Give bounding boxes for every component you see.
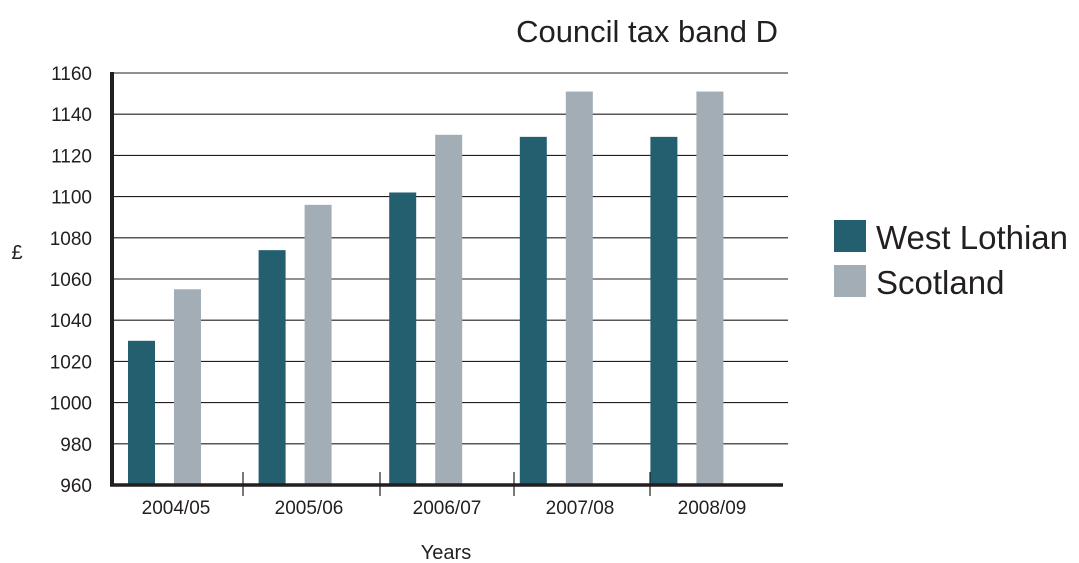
axes xyxy=(110,72,783,487)
bar-west-lothian xyxy=(650,136,678,486)
chart-title: Council tax band D xyxy=(516,14,778,49)
y-tick-label: 1140 xyxy=(51,105,92,126)
legend-swatch xyxy=(834,220,866,252)
y-axis-label: £ xyxy=(11,242,22,264)
legend-swatch xyxy=(834,265,866,297)
y-tick-label: 1020 xyxy=(50,352,92,373)
y-tick-label: 1040 xyxy=(50,311,92,332)
y-tick-label: 1160 xyxy=(51,64,92,85)
bar-west-lothian xyxy=(128,340,155,485)
x-axis-label: Years xyxy=(421,542,471,563)
x-tick-label: 2008/09 xyxy=(678,498,747,519)
y-tick-label: 1000 xyxy=(50,394,92,415)
bar-scotland xyxy=(565,91,593,485)
y-tick-label: 1060 xyxy=(50,270,92,291)
y-tick-label: 980 xyxy=(60,435,92,456)
bar-west-lothian xyxy=(519,136,547,486)
x-tick-label: 2005/06 xyxy=(275,498,344,519)
legend: West Lothian Scotland xyxy=(834,219,1068,301)
bar-scotland xyxy=(174,289,201,485)
x-tick-label: 2006/07 xyxy=(413,498,482,519)
bars xyxy=(128,91,724,486)
y-tick-label: 1080 xyxy=(50,229,92,250)
y-tick-label: 1100 xyxy=(51,188,92,209)
bar-west-lothian xyxy=(258,250,286,485)
y-tick-labels: 960 980 1000 1020 1040 1060 1080 1100 1120 1140 11… xyxy=(50,64,92,497)
legend-label: Scotland xyxy=(876,264,1004,301)
x-tick-label: 2004/05 xyxy=(142,498,211,519)
y-tick-label: 960 xyxy=(60,476,92,497)
y-tick-label: 1120 xyxy=(51,146,92,167)
bar-scotland xyxy=(696,91,724,485)
bar-scotland xyxy=(435,134,463,486)
x-tick-labels: 2004/05 2005/06 2006/07 2007/08 2008/09 xyxy=(142,472,747,519)
bar-scotland xyxy=(304,204,332,485)
bar-west-lothian xyxy=(389,192,417,486)
legend-label: West Lothian xyxy=(876,219,1068,256)
x-tick-label: 2007/08 xyxy=(546,498,615,519)
